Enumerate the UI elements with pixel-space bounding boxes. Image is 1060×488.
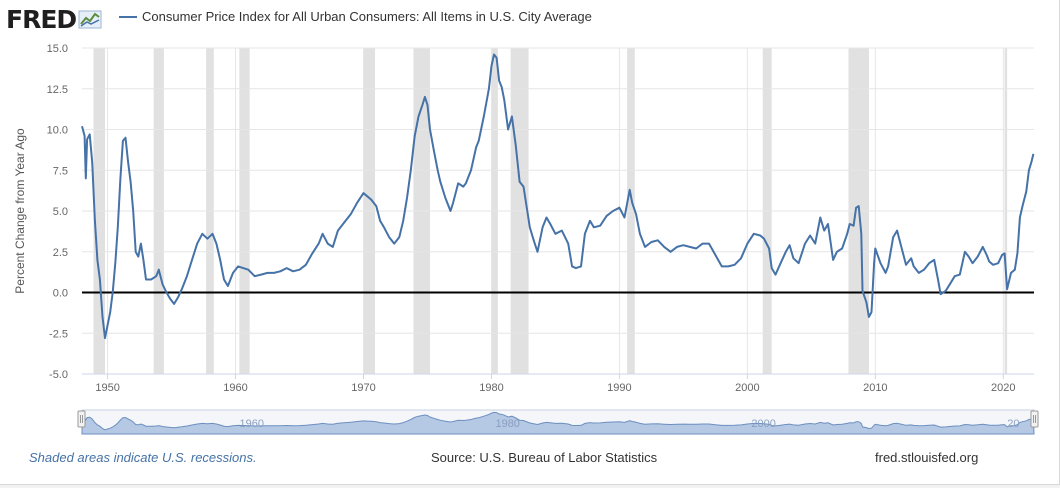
legend[interactable]: Consumer Price Index for All Urban Consu… <box>119 9 592 24</box>
legend-series-name: Consumer Price Index for All Urban Consu… <box>142 9 592 24</box>
legend-swatch <box>119 15 137 18</box>
y-tick-label: 12.5 <box>47 84 68 96</box>
fred-logo[interactable]: FRED <box>6 4 102 34</box>
y-tick-label: 5.0 <box>53 206 68 218</box>
y-tick-label: 15.0 <box>47 43 68 55</box>
y-axis-label: Percent Change from Year Ago <box>13 128 27 294</box>
x-tick-label: 1990 <box>607 382 631 394</box>
x-tick-label: 2010 <box>863 382 887 394</box>
x-tick-label: 1970 <box>351 382 375 394</box>
source-note: Source: U.S. Bureau of Labor Statistics <box>431 450 658 465</box>
fred-wordmark: FRED <box>6 4 77 34</box>
navigator-ticks: 1960 1980 2000 20 <box>240 418 1020 430</box>
x-tick-label: 2020 <box>991 382 1015 394</box>
fred-graph-icon <box>78 10 102 29</box>
navigator-area <box>81 411 1035 435</box>
navigator-tick-label: 1980 <box>495 418 519 430</box>
x-tick-label: 1950 <box>95 382 119 394</box>
x-axis-ticks: 1950 1960 1970 1980 1990 2000 2010 2020 <box>95 374 1016 394</box>
x-tick-label: 2000 <box>735 382 759 394</box>
navigator-right-handle[interactable] <box>1030 410 1039 428</box>
y-tick-label: 10.0 <box>47 125 68 137</box>
y-tick-label: 2.5 <box>53 247 68 259</box>
y-tick-label: 0.0 <box>53 288 68 300</box>
series-line-cpi <box>81 53 1035 340</box>
x-tick-label: 1960 <box>223 382 247 394</box>
site-link[interactable]: fred.stlouisfed.org <box>875 450 979 465</box>
navigator-left-handle[interactable] <box>77 410 86 428</box>
x-tick-label: 1980 <box>479 382 503 394</box>
navigator-tick-label: 1960 <box>240 418 264 430</box>
y-tick-label: 7.5 <box>53 165 68 177</box>
gridlines <box>82 47 1034 375</box>
navigator[interactable]: 1960 1980 2000 20 <box>77 409 1039 435</box>
y-axis-ticks: -5.0 -2.5 0.0 2.5 5.0 7.5 10.0 12.5 15.0 <box>47 43 68 381</box>
navigator-tick-label: 2000 <box>751 418 775 430</box>
recession-note: Shaded areas indicate U.S. recessions. <box>29 450 257 465</box>
navigator-tick-label: 20 <box>1007 418 1019 430</box>
y-tick-label: -2.5 <box>49 328 68 340</box>
y-tick-label: -5.0 <box>49 369 68 381</box>
